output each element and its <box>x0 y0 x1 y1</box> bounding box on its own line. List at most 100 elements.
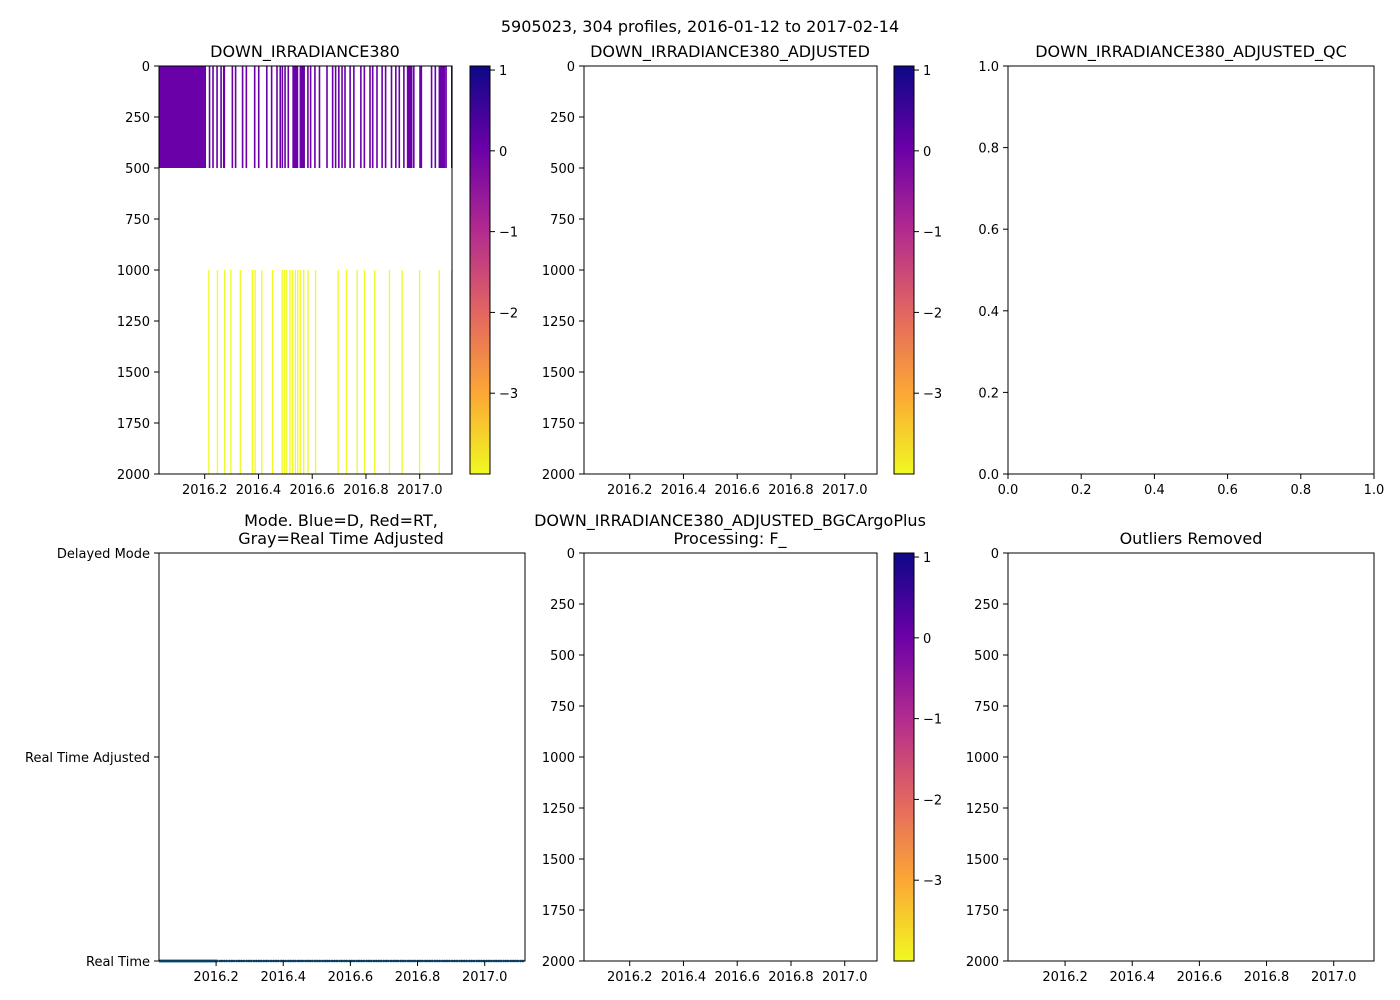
raw-shallow-profile <box>369 66 371 168</box>
panel-outliers-y-tick-label: 750 <box>974 700 999 715</box>
panel-raw-colorbar-tick-label: 1 <box>499 64 507 79</box>
raw-shallow-profile <box>222 66 225 168</box>
raw-deep-profile <box>388 270 391 474</box>
panel-bgcargoplus-frame <box>583 552 878 962</box>
panel-adjusted-qc-y-tick-label: 0.2 <box>978 386 999 401</box>
panel-adjusted-y-tick-label: 250 <box>550 111 575 126</box>
panel-adjusted-qc-y-tick-label: 1.0 <box>978 60 999 75</box>
raw-shallow-profile <box>384 66 387 168</box>
raw-deep-profile <box>363 270 366 474</box>
raw-deep-profile <box>294 270 297 474</box>
panel-outliers-y-tick-label: 500 <box>974 649 999 664</box>
panel-bgcargoplus-x-tick-label: 2017.0 <box>822 970 868 985</box>
panel-mode-y-tick-label: Delayed Mode <box>57 547 150 562</box>
raw-shallow-profile <box>270 66 273 168</box>
raw-shallow-profile <box>390 66 393 168</box>
panel-adjusted-y-tick-label: 1250 <box>542 315 575 330</box>
panel-adjusted-y-tick-label: 500 <box>550 162 575 177</box>
panel-raw-colorbar-tick-label: −1 <box>499 226 518 241</box>
raw-deep-profile <box>438 270 440 474</box>
panel-adjusted-qc-y-tick-label: 0.0 <box>978 468 999 483</box>
raw-deep-profile <box>303 270 305 474</box>
raw-shallow-profile <box>231 66 234 168</box>
raw-shallow-profile <box>216 66 218 168</box>
raw-shallow-profile <box>413 66 415 168</box>
raw-shallow-profile <box>307 66 309 168</box>
panel-adjusted-qc-title: DOWN_IRRADIANCE380_ADJUSTED_QC <box>1035 42 1347 62</box>
raw-deep-profile <box>307 270 309 474</box>
panel-bgcargoplus-colorbar-tick-label: −2 <box>923 793 942 808</box>
panel-adjusted-x-tick-label: 2016.8 <box>768 483 814 498</box>
panel-outliers-y-tick-label: 1750 <box>966 904 999 919</box>
raw-deep-profile <box>289 270 291 474</box>
raw-shallow-profile <box>281 66 284 168</box>
raw-shallow-profile <box>212 66 214 168</box>
panel-mode-y-tick-label: Real Time <box>86 955 150 970</box>
raw-shallow-profile <box>441 66 443 168</box>
panel-bgcargoplus-colorbar-tick-label: −3 <box>923 874 942 889</box>
panel-adjusted-qc-y-tick-label: 0.4 <box>978 305 999 320</box>
panel-bgcargoplus-y-axis: 0 250 500 750 1000 1250 1500 1750 2000 <box>542 547 584 970</box>
panel-adjusted-qc-y-tick-label: 0.6 <box>978 223 999 238</box>
raw-shallow-profile <box>241 66 244 168</box>
panel-bgcargoplus-title-line-1: DOWN_IRRADIANCE380_ADJUSTED_BGCArgoPlus <box>534 511 926 531</box>
raw-shallow-profile <box>208 66 211 168</box>
raw-shallow-profile <box>279 66 282 168</box>
panel-adjusted-colorbar-tick-label: 0 <box>923 145 931 160</box>
panel-mode-title-line-1: Mode. Blue=D, Red=RT, <box>244 511 438 530</box>
panel-adjusted-y-tick-label: 2000 <box>542 468 575 483</box>
raw-shallow-profile <box>371 66 374 168</box>
raw-shallow-profile <box>408 66 411 168</box>
panel-adjusted-x-tick-label: 2016.4 <box>661 483 707 498</box>
panel-bgcargoplus-y-tick-label: 0 <box>567 547 575 562</box>
raw-shallow-profile <box>376 66 378 168</box>
raw-shallow-profile <box>234 66 237 168</box>
panel-mode-y-tick-label: Real Time Adjusted <box>25 751 150 766</box>
raw-shallow-profile <box>314 66 316 168</box>
panel-adjusted-y-axis: 0 250 500 750 1000 1250 1500 1750 2000 <box>542 60 584 483</box>
panel-bgcargoplus-y-tick-label: 750 <box>550 700 575 715</box>
raw-deep-profile <box>314 270 317 474</box>
panel-outliers-y-tick-label: 2000 <box>966 955 999 970</box>
panel-adjusted-qc-y-axis: 0.0 0.2 0.4 0.6 0.8 1.0 <box>978 60 1008 483</box>
panel-adjusted-colorbar: 1 0 −1 −2 −3 <box>893 64 942 475</box>
raw-shallow-profile <box>349 66 351 168</box>
raw-shallow-profile <box>403 66 405 168</box>
panel-bgcargoplus-x-tick-label: 2016.2 <box>607 970 653 985</box>
raw-deep-profile <box>374 270 376 474</box>
panel-raw-y-tick-label: 500 <box>125 162 150 177</box>
panel-outliers-frame <box>1007 552 1375 962</box>
raw-deep-profile <box>345 270 348 474</box>
panel-adjusted-colorbar-tick-label: 1 <box>923 64 931 79</box>
raw-shallow-profile <box>363 66 366 168</box>
panel-bgcargoplus: DOWN_IRRADIANCE380_ADJUSTED_BGCArgoPlus … <box>534 511 942 985</box>
panel-outliers-y-tick-label: 0 <box>991 547 999 562</box>
panel-raw-y-tick-label: 750 <box>125 213 150 228</box>
panel-bgcargoplus-colorbar: 1 0 −1 −2 −3 <box>893 551 942 962</box>
panel-bgcargoplus-y-tick-label: 1500 <box>542 853 575 868</box>
panel-mode-title-line-2: Gray=Real Time Adjusted <box>238 529 444 548</box>
raw-shallow-block <box>300 66 305 168</box>
panel-bgcargoplus-y-tick-label: 1750 <box>542 904 575 919</box>
panel-raw-x-tick-label: 2016.8 <box>343 483 389 498</box>
panel-raw-y-tick-label: 0 <box>142 60 150 75</box>
panel-raw-y-tick-label: 250 <box>125 111 150 126</box>
panel-raw-title: DOWN_IRRADIANCE380 <box>210 42 400 62</box>
panel-raw-y-axis: 0 250 500 750 1000 1250 1500 1750 2000 <box>117 60 159 483</box>
raw-shallow-profile <box>309 66 312 168</box>
panel-bgcargoplus-colorbar-tick-label: 0 <box>923 632 931 647</box>
panel-bgcargoplus-y-tick-label: 2000 <box>542 955 575 970</box>
raw-shallow-profile <box>381 66 383 168</box>
raw-shallow-profile <box>253 66 256 168</box>
panel-mode-y-axis: Delayed Mode Real Time Adjusted Real Time <box>25 547 159 970</box>
panel-adjusted-qc-y-tick-label: 0.8 <box>978 142 999 157</box>
panel-adjusted-qc-frame <box>1007 65 1375 475</box>
panel-raw-colorbar-tick-label: −3 <box>499 387 518 402</box>
raw-shallow-profile <box>284 66 286 168</box>
panel-raw-y-tick-label: 1250 <box>117 315 150 330</box>
panel-raw-data <box>159 66 453 474</box>
panel-bgcargoplus-x-axis: 2016.2 2016.4 2016.6 2016.8 2017.0 <box>607 961 868 985</box>
panel-outliers-x-axis: 2016.2 2016.4 2016.6 2016.8 2017.0 <box>1042 961 1356 985</box>
raw-shallow-profile <box>395 66 397 168</box>
